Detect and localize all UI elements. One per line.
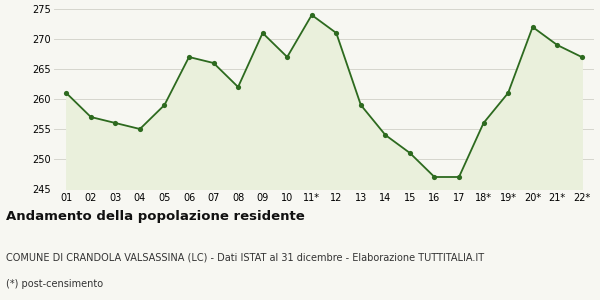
Point (86, 115, 95, 119)
Point (503, 91, 513, 95)
Point (356, 103, 365, 107)
Point (380, 133, 390, 137)
Point (331, 31, 341, 35)
Point (135, 127, 145, 131)
Point (233, 85, 243, 89)
Point (258, 31, 268, 35)
Point (454, 175, 464, 179)
Text: (*) post-censimento: (*) post-censimento (6, 279, 103, 289)
Point (160, 103, 169, 107)
Point (405, 151, 415, 155)
Point (577, 55, 587, 59)
Point (209, 61, 218, 65)
Point (553, 43, 562, 47)
Point (184, 55, 194, 59)
Point (61, 91, 71, 95)
Point (430, 175, 439, 179)
Point (479, 121, 488, 125)
Text: Andamento della popolazione residente: Andamento della popolazione residente (6, 210, 305, 223)
Text: COMUNE DI CRANDOLA VALSASSINA (LC) - Dati ISTAT al 31 dicembre - Elaborazione TU: COMUNE DI CRANDOLA VALSASSINA (LC) - Dat… (6, 252, 484, 262)
Point (307, 13, 317, 17)
Point (528, 25, 538, 29)
Point (283, 55, 292, 59)
Point (110, 121, 120, 125)
